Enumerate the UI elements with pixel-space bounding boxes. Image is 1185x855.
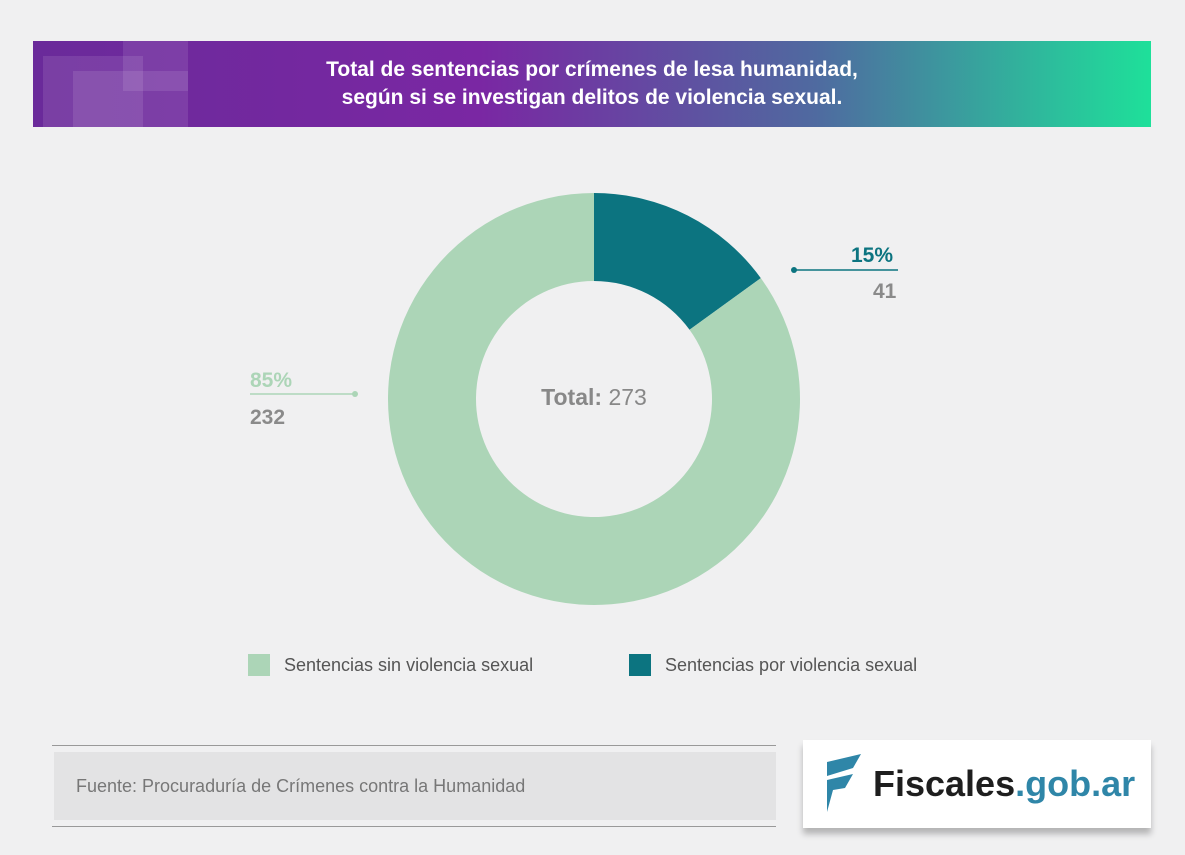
percent-label-85: 85% <box>250 369 293 392</box>
leader-dot-85 <box>352 391 358 397</box>
legend-item-por: Sentencias por violencia sexual <box>629 654 917 676</box>
fiscales-logo: Fiscales.gob.ar <box>803 740 1151 828</box>
chart-title-line1: Total de sentencias por crímenes de lesa… <box>326 58 858 81</box>
percent-label-15: 15% <box>851 244 894 267</box>
legend-label: Sentencias sin violencia sexual <box>284 654 534 675</box>
logo-f-icon <box>827 754 861 812</box>
value-label-232: 232 <box>250 406 286 429</box>
donut-slice-0 <box>594 193 761 330</box>
logo-text-main: Fiscales <box>873 763 1016 804</box>
center-total: Total: 273 <box>494 384 694 411</box>
logo-text-domain: .gob.ar <box>1015 763 1136 804</box>
center-total-value: 273 <box>608 384 647 410</box>
donut-slice-1 <box>388 193 800 606</box>
source-text: Fuente: Procuraduría de Crímenes contra … <box>76 775 526 796</box>
source-box: Fuente: Procuraduría de Crímenes contra … <box>52 745 776 827</box>
center-total-prefix: Total: <box>541 384 603 410</box>
leader-dot-15 <box>791 267 797 273</box>
legend-swatch <box>629 654 651 676</box>
legend-label: Sentencias por violencia sexual <box>665 654 918 675</box>
chart-title-line2: según si se investigan delitos de violen… <box>341 86 843 109</box>
title-banner: Total de sentencias por crímenes de lesa… <box>33 41 1151 127</box>
legend-item-sin: Sentencias sin violencia sexual <box>248 654 533 676</box>
legend-swatch <box>248 654 270 676</box>
value-label-41: 41 <box>873 280 897 303</box>
